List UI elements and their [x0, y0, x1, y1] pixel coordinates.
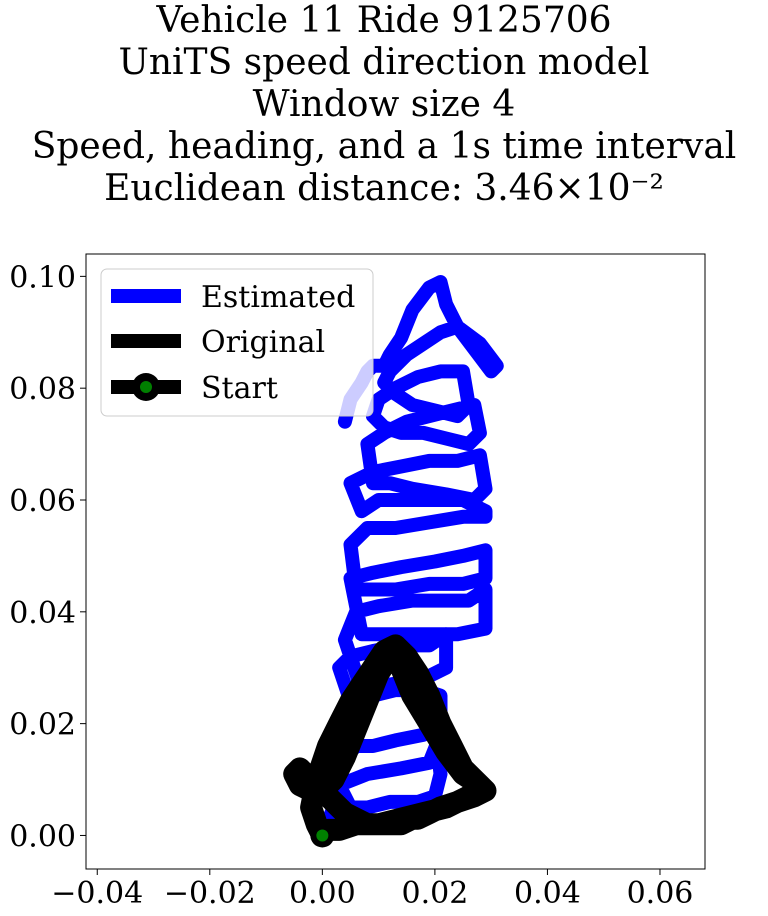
y-tick-label: 0.02: [9, 708, 76, 743]
title-line-4: Speed, heading, and a 1s time interval: [31, 126, 737, 167]
y-tick-label: 0.04: [9, 596, 76, 631]
legend-label-original: Original: [201, 325, 325, 360]
plot-area: [283, 275, 504, 848]
start-marker: [316, 829, 329, 842]
original-line: [283, 634, 497, 847]
y-tick-label: 0.08: [9, 372, 76, 407]
title-line-1: Vehicle 11 Ride 9125706: [156, 0, 612, 41]
x-tick-label: −0.02: [164, 876, 256, 911]
x-tick-label: 0.06: [627, 876, 694, 911]
chart-title: Vehicle 11 Ride 9125706 UniTS speed dire…: [0, 0, 768, 210]
x-tick-label: 0.02: [401, 876, 468, 911]
title-line-2: UniTS speed direction model: [118, 42, 650, 83]
x-tick-label: 0.04: [514, 876, 581, 911]
legend-box: [100, 268, 374, 417]
axis-ticks: −0.04 −0.02 0.00 0.02 0.04 0.06 0.00 0.02 0.04 0.…: [9, 260, 693, 911]
x-tick-label: −0.04: [51, 876, 143, 911]
title-line-3: Window size 4: [252, 84, 516, 125]
y-tick-label: 0.06: [9, 484, 76, 519]
legend-label-estimated: Estimated: [201, 280, 355, 315]
legend-label-start: Start: [201, 371, 278, 406]
y-tick-label: 0.10: [9, 260, 76, 295]
legend: Estimated Original Start: [100, 268, 374, 417]
plot-frame: [85, 253, 706, 870]
x-tick-label: 0.00: [289, 876, 356, 911]
title-line-5: Euclidean distance: 3.46×10⁻²: [104, 168, 664, 209]
y-tick-label: 0.00: [9, 819, 76, 854]
legend-start-marker: [140, 381, 152, 393]
